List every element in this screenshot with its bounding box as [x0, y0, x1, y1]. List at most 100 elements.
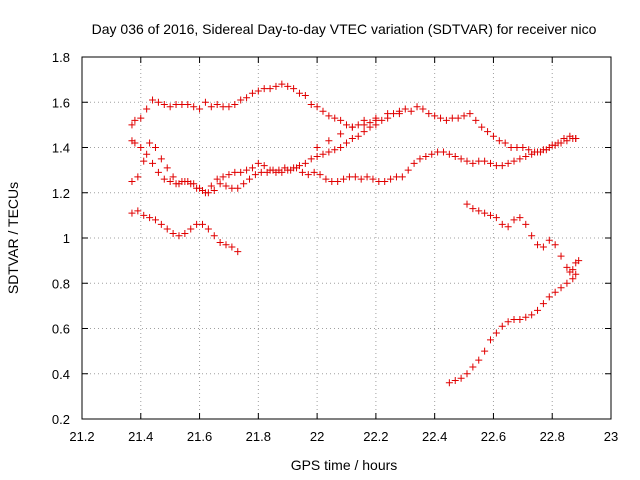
data-point	[146, 139, 154, 147]
data-point	[128, 209, 136, 217]
x-axis-title: GPS time / hours	[291, 457, 398, 473]
data-point	[395, 110, 403, 118]
data-point	[369, 175, 377, 183]
data-point	[313, 153, 321, 161]
data-point	[248, 164, 256, 172]
data-point	[213, 101, 221, 109]
data-point	[337, 144, 345, 151]
data-point	[498, 322, 506, 330]
data-point	[451, 153, 459, 161]
data-point	[234, 248, 242, 256]
data-point	[551, 241, 559, 249]
data-point	[140, 211, 148, 219]
data-point	[434, 148, 442, 156]
data-point	[272, 82, 280, 90]
data-point	[422, 153, 430, 161]
data-point	[228, 243, 236, 251]
data-point	[284, 82, 292, 90]
data-point	[184, 101, 192, 109]
data-point	[481, 347, 489, 355]
data-point	[313, 103, 321, 111]
data-point	[445, 150, 453, 158]
data-point	[528, 232, 536, 240]
data-point	[460, 112, 468, 120]
data-point	[278, 80, 286, 88]
x-tick-label: 22.2	[363, 429, 388, 444]
y-tick-label: 0.8	[52, 276, 70, 291]
data-point	[534, 241, 542, 249]
data-point	[298, 168, 306, 176]
data-point	[378, 116, 386, 124]
data-point	[325, 112, 333, 120]
data-point	[163, 164, 171, 172]
data-point	[166, 177, 174, 185]
data-point	[231, 168, 239, 176]
x-tick-label: 22	[310, 429, 324, 444]
data-point	[213, 175, 221, 183]
data-point	[469, 205, 477, 213]
data-point	[216, 180, 224, 188]
data-point	[354, 132, 362, 140]
data-point	[254, 159, 262, 167]
data-point	[325, 137, 333, 145]
data-point	[351, 173, 359, 181]
data-point	[287, 166, 295, 174]
data-point	[495, 137, 503, 145]
data-point	[310, 168, 318, 176]
data-point	[337, 116, 345, 124]
data-point	[234, 184, 242, 192]
data-point	[134, 173, 142, 181]
data-point	[498, 162, 506, 170]
data-point	[428, 150, 436, 158]
data-point	[448, 114, 456, 122]
data-point	[442, 116, 450, 124]
data-point	[154, 98, 162, 106]
data-point	[528, 311, 536, 319]
data-point	[128, 121, 136, 129]
ticks-layer: 21.2 21.4 21.6 21.8 22 22.2 22.4 22.6 22.8 23 0.2 0…	[52, 50, 618, 444]
data-point	[204, 189, 212, 197]
data-point	[187, 180, 195, 188]
data-point	[257, 168, 265, 176]
data-point	[225, 171, 233, 179]
data-point	[510, 216, 518, 224]
data-point	[157, 155, 165, 163]
data-point	[316, 171, 324, 179]
series-track-g	[445, 270, 580, 387]
data-point	[128, 177, 136, 185]
data-point	[131, 116, 139, 124]
data-point	[387, 175, 395, 183]
data-point	[331, 146, 339, 154]
data-point	[463, 157, 471, 165]
data-point	[190, 103, 198, 111]
data-point	[557, 284, 565, 292]
data-point	[366, 123, 374, 131]
data-point	[469, 159, 477, 167]
data-point	[463, 370, 471, 378]
data-point	[207, 182, 215, 190]
data-point	[334, 177, 342, 185]
data-point	[575, 257, 583, 265]
data-point	[372, 114, 380, 122]
y-tick-label: 0.6	[52, 322, 70, 337]
y-tick-label: 0.4	[52, 367, 70, 382]
data-point	[181, 177, 189, 185]
data-point	[243, 94, 251, 102]
data-point	[143, 150, 151, 158]
data-point	[563, 263, 571, 271]
data-point	[454, 114, 462, 122]
data-point	[354, 121, 362, 129]
data-point	[501, 139, 509, 147]
data-point	[504, 223, 512, 231]
data-point	[516, 214, 524, 222]
data-point	[151, 144, 159, 151]
data-point	[140, 157, 148, 165]
data-point	[328, 177, 336, 185]
data-point	[551, 288, 559, 296]
data-point	[398, 173, 406, 181]
data-point	[304, 171, 312, 179]
data-point	[225, 103, 233, 111]
data-point	[196, 105, 204, 113]
data-point	[522, 313, 530, 321]
data-point	[146, 214, 154, 222]
